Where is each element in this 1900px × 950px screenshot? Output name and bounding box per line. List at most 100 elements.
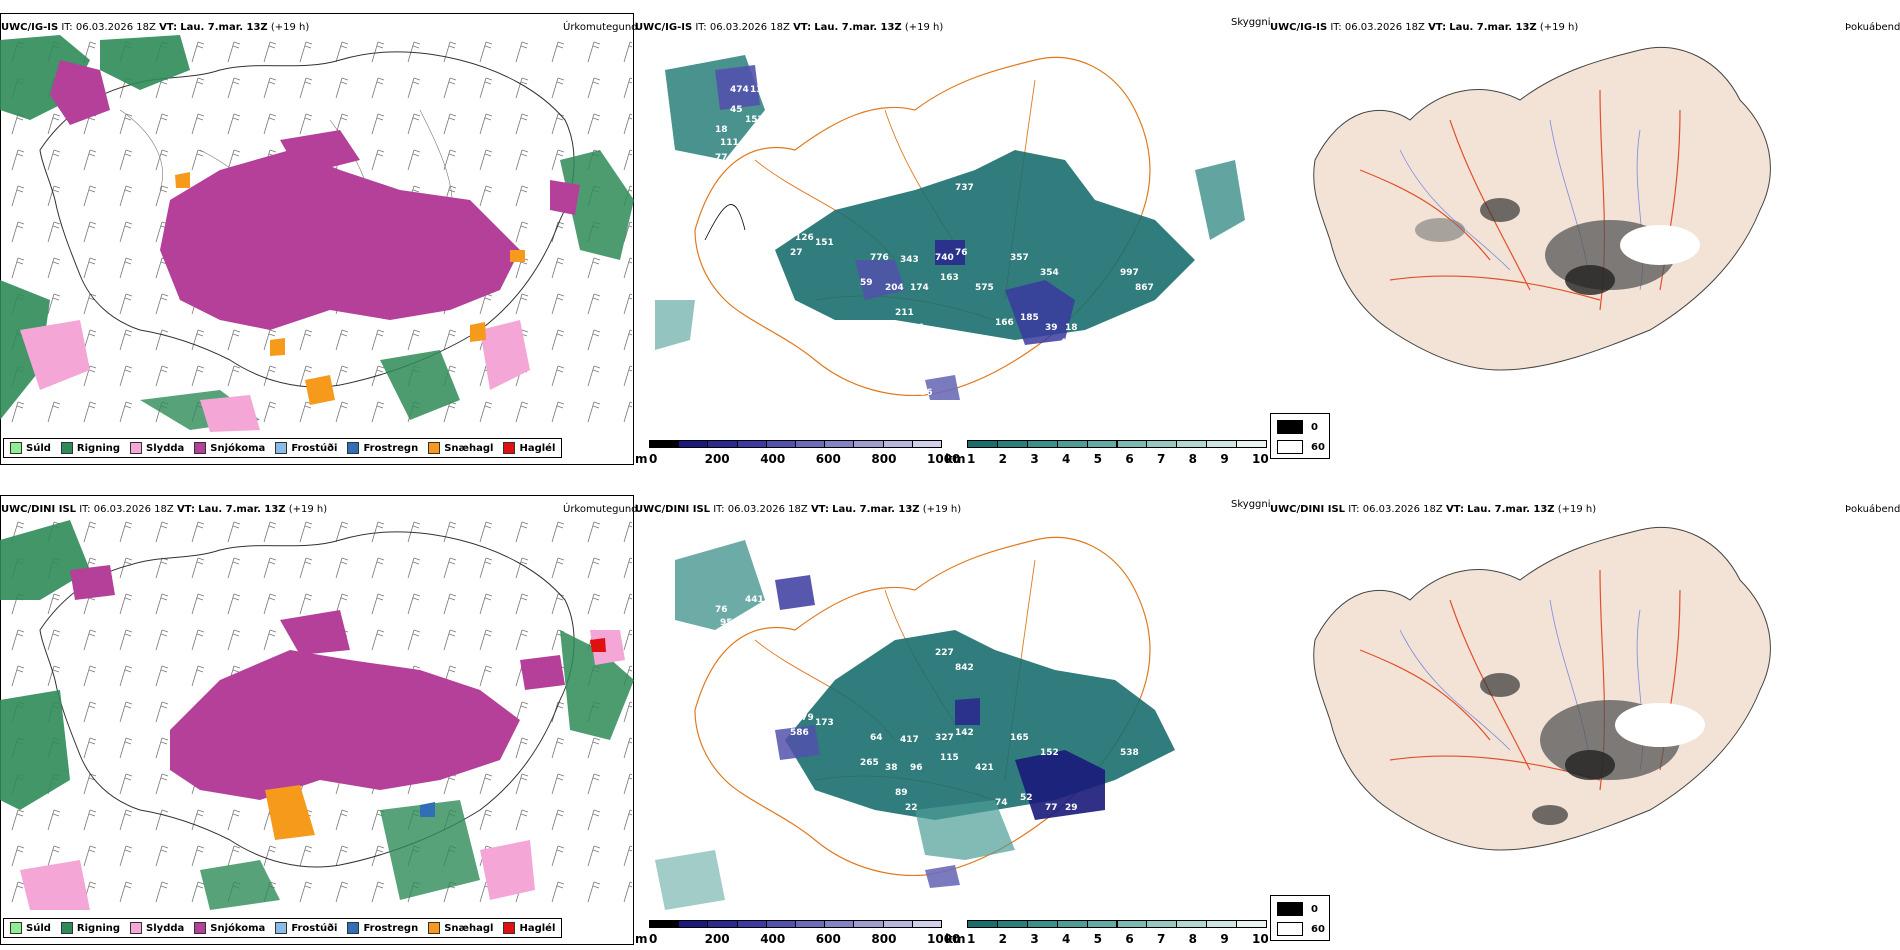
model-name: UWC/IG-IS [1,22,59,33]
precip-map [0,35,634,432]
colorbar-unit: m [635,452,648,466]
visibility-value-label: 152 [1040,748,1059,758]
legend-swatch [194,442,207,454]
colorbar-segment [1026,440,1058,448]
colorbar-tick-label: 9 [1220,452,1229,466]
legend-swatch [60,442,73,454]
visibility-value-label: 421 [975,763,994,773]
visibility-value-label: 979 [795,713,814,723]
colorbar-tick-label: 9 [1220,932,1229,946]
cloud-title: Skyggni [1231,499,1271,510]
legend-item: Haglél [503,922,555,934]
colorbar-segment [1146,440,1178,448]
precip-header: UWC/IG-IS IT: 06.03.2026 18Z VT: Lau. 7.… [1,22,310,33]
colorbar-tick-label: 7 [1157,932,1166,946]
fog-map [1313,46,1771,371]
colorbar-segment [765,440,796,448]
legend-swatch [130,922,143,934]
fog-title: Þokuábendi [1845,22,1900,33]
legend-item: Slydda [130,922,184,934]
colorbar-unit: km [945,932,966,946]
colorbar-tick-label: 8 [1188,452,1198,466]
model-name: UWC/DINI ISL [1,504,77,515]
legend-swatch [60,922,73,934]
visibility-value-label: 575 [975,283,994,293]
visibility-value-label: 265 [860,758,879,768]
legend-item: Frostregn [347,922,418,934]
colorbar-tick-label: 800 [871,932,897,946]
visibility-value-label: 52 [1020,793,1033,803]
colorbar-segment [795,440,826,448]
visibility-value-label: 231 [815,343,834,353]
legend-item: Súld [10,922,51,934]
visibility-value-label: 38 [885,763,898,773]
legend-swatch [428,922,441,934]
legend-item: Slydda [130,442,184,454]
colorbar-tick-label: 4 [1062,452,1071,466]
colorbar-unit: km [945,452,966,466]
visibility-value-label: 867 [1135,283,1154,293]
visibility-value-label: 586 [790,728,809,738]
colorbar-segment [795,920,826,928]
visibility-value-label: 227 [935,648,954,658]
colorbar-tick-label: 400 [760,932,786,946]
legend-item: Haglél [503,442,555,454]
visibility-value-label: 166 [995,318,1014,328]
cloud-header: UWC/DINI ISL IT: 06.03.2026 18Z VT: Lau.… [635,504,962,515]
precip-legend: Súld Rigning Slydda Snjókoma Frostúði Fr… [3,918,563,938]
colorbar-segment [1056,920,1088,928]
colorbar-tick-label: 3 [1030,452,1039,466]
visibility-value-label: 40 [1060,338,1073,348]
visibility-value-label: 737 [955,183,974,193]
cloud-header: UWC/IG-IS IT: 06.03.2026 18Z VT: Lau. 7.… [635,22,944,33]
colorbar-tick-label: 10 [1252,452,1269,466]
colorbar-segment [1236,920,1267,928]
visibility-value-label: 89 [895,788,908,798]
colorbar-unit: m [635,932,648,946]
colorbar-segment [967,920,998,928]
legend-swatch [275,442,288,454]
colorbar-segment [824,920,855,928]
colorbar-tick-label: 5 [1093,932,1103,946]
visibility-value-label: 165 [1010,733,1029,743]
visibility-value-label: 343 [900,255,919,265]
colorbar-segment [765,920,796,928]
colorbar-tick-label: 7 [1157,452,1166,466]
colorbar-segment [707,920,738,928]
colorbar-tick-label: 1000 [927,932,961,946]
colorbar-segment [1116,920,1148,928]
visibility-value-label: 27 [935,353,948,363]
visibility-value-label: 538 [1120,748,1139,758]
visibility-value-label: 163 [940,273,959,283]
colorbar-tick-label: 400 [760,452,786,466]
colorbar-segment [996,920,1028,928]
colorbar-segment [736,440,767,448]
fog-key: 0 60 [1270,413,1330,459]
colorbar-tick-label: 2 [998,452,1008,466]
visibility-value-label: 234 [935,168,954,178]
fog-key: 0 60 [1270,895,1330,941]
fog-title: Þokuábendi [1845,504,1900,515]
legend-swatch [503,442,516,454]
visibility-value-label: 211 [895,308,914,318]
visibility-value-label: 39 [1045,323,1058,333]
visibility-value-label: 76 [715,605,728,615]
colorbar-tick-label: 200 [704,452,730,466]
visibility-value-label: 997 [1120,268,1139,278]
colorbar-segment [649,440,680,448]
legend-item: Snjókoma [194,442,265,454]
visibility-value-label: 113 [715,633,734,643]
cloud-base-colorbar: m 0 200 400 600 800 1000 [635,440,960,466]
legend-swatch [347,442,360,454]
iceland-outline [39,51,575,388]
colorbar-segment [911,920,942,928]
visibility-value-label: 132 [750,85,769,95]
row-2: UWC/DINI ISL IT: 06.03.2026 18Z VT: Lau.… [0,480,1900,950]
legend-swatch [194,922,207,934]
precip-map-frame [0,13,634,465]
legend-swatch [10,922,22,934]
visibility-value-label: 357 [1010,253,1029,263]
visibility-value-label: 126 [795,233,814,243]
visibility-value-label: 93 [915,363,928,373]
row-1: UWC/IG-IS IT: 06.03.2026 18Z VT: Lau. 7.… [0,0,1900,470]
